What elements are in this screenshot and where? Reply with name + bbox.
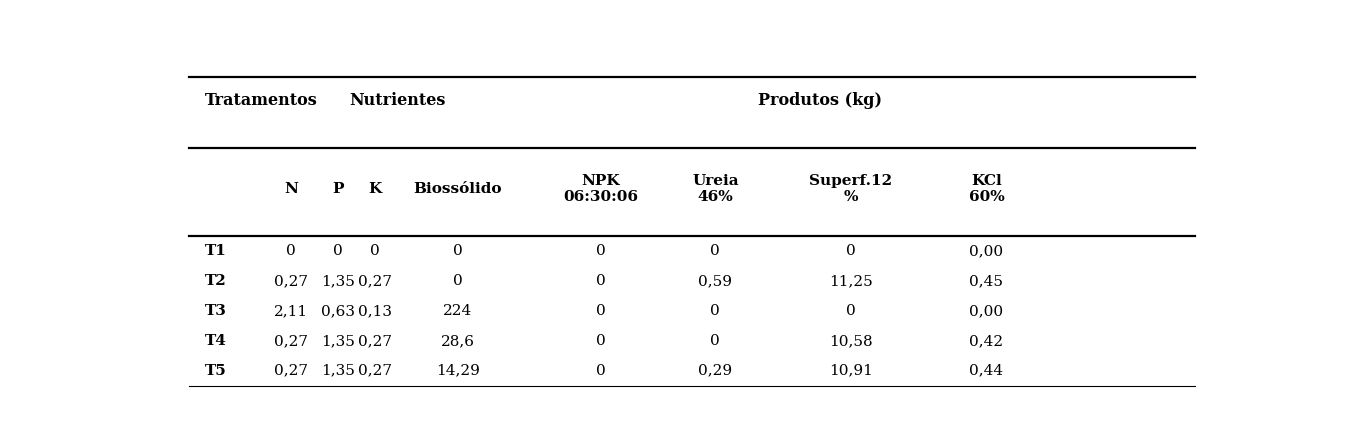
Text: 28,6: 28,6	[441, 334, 475, 348]
Text: 0: 0	[286, 244, 296, 258]
Text: 1,35: 1,35	[321, 334, 355, 348]
Text: 0,27: 0,27	[274, 274, 308, 288]
Text: N: N	[284, 182, 299, 196]
Text: Produtos (kg): Produtos (kg)	[757, 92, 881, 109]
Text: 1,35: 1,35	[321, 364, 355, 378]
Text: 0: 0	[710, 334, 720, 348]
Text: 0,27: 0,27	[358, 334, 391, 348]
Text: 0: 0	[596, 304, 605, 318]
Text: 0,00: 0,00	[970, 304, 1003, 318]
Text: 0,44: 0,44	[970, 364, 1003, 378]
Text: 10,58: 10,58	[829, 334, 873, 348]
Text: Ureia
46%: Ureia 46%	[693, 174, 738, 204]
Text: 0,00: 0,00	[970, 244, 1003, 258]
Text: 0,45: 0,45	[970, 274, 1003, 288]
Text: 0: 0	[453, 244, 463, 258]
Text: 0: 0	[846, 244, 855, 258]
Text: 0,59: 0,59	[698, 274, 733, 288]
Text: 0: 0	[370, 244, 379, 258]
Text: 0: 0	[596, 244, 605, 258]
Text: 14,29: 14,29	[436, 364, 480, 378]
Text: T5: T5	[204, 364, 226, 378]
Text: T3: T3	[204, 304, 226, 318]
Text: 10,91: 10,91	[829, 364, 873, 378]
Text: 0: 0	[846, 304, 855, 318]
Text: 0,13: 0,13	[358, 304, 391, 318]
Text: 0: 0	[710, 244, 720, 258]
Text: Biossólido: Biossólido	[414, 182, 502, 196]
Text: 0: 0	[596, 334, 605, 348]
Text: T1: T1	[204, 244, 226, 258]
Text: 0: 0	[453, 274, 463, 288]
Text: 11,25: 11,25	[829, 274, 873, 288]
Text: Nutrientes: Nutrientes	[350, 92, 445, 109]
Text: 1,35: 1,35	[321, 274, 355, 288]
Text: P: P	[332, 182, 344, 196]
Text: T2: T2	[204, 274, 226, 288]
Text: 0,27: 0,27	[358, 364, 391, 378]
Text: Tratamentos: Tratamentos	[204, 92, 317, 109]
Text: 0: 0	[334, 244, 343, 258]
Text: 0,27: 0,27	[274, 334, 308, 348]
Text: 0,63: 0,63	[321, 304, 355, 318]
Text: T4: T4	[204, 334, 226, 348]
Text: 224: 224	[444, 304, 472, 318]
Text: KCl
60%: KCl 60%	[968, 174, 1005, 204]
Text: 0: 0	[596, 364, 605, 378]
Text: 0,42: 0,42	[970, 334, 1003, 348]
Text: 0: 0	[596, 274, 605, 288]
Text: NPK
06:30:06: NPK 06:30:06	[564, 174, 639, 204]
Text: 0,27: 0,27	[358, 274, 391, 288]
Text: Superf.12
%: Superf.12 %	[810, 174, 893, 204]
Text: 2,11: 2,11	[274, 304, 308, 318]
Text: K: K	[369, 182, 381, 196]
Text: 0: 0	[710, 304, 720, 318]
Text: 0,27: 0,27	[274, 364, 308, 378]
Text: 0,29: 0,29	[698, 364, 733, 378]
